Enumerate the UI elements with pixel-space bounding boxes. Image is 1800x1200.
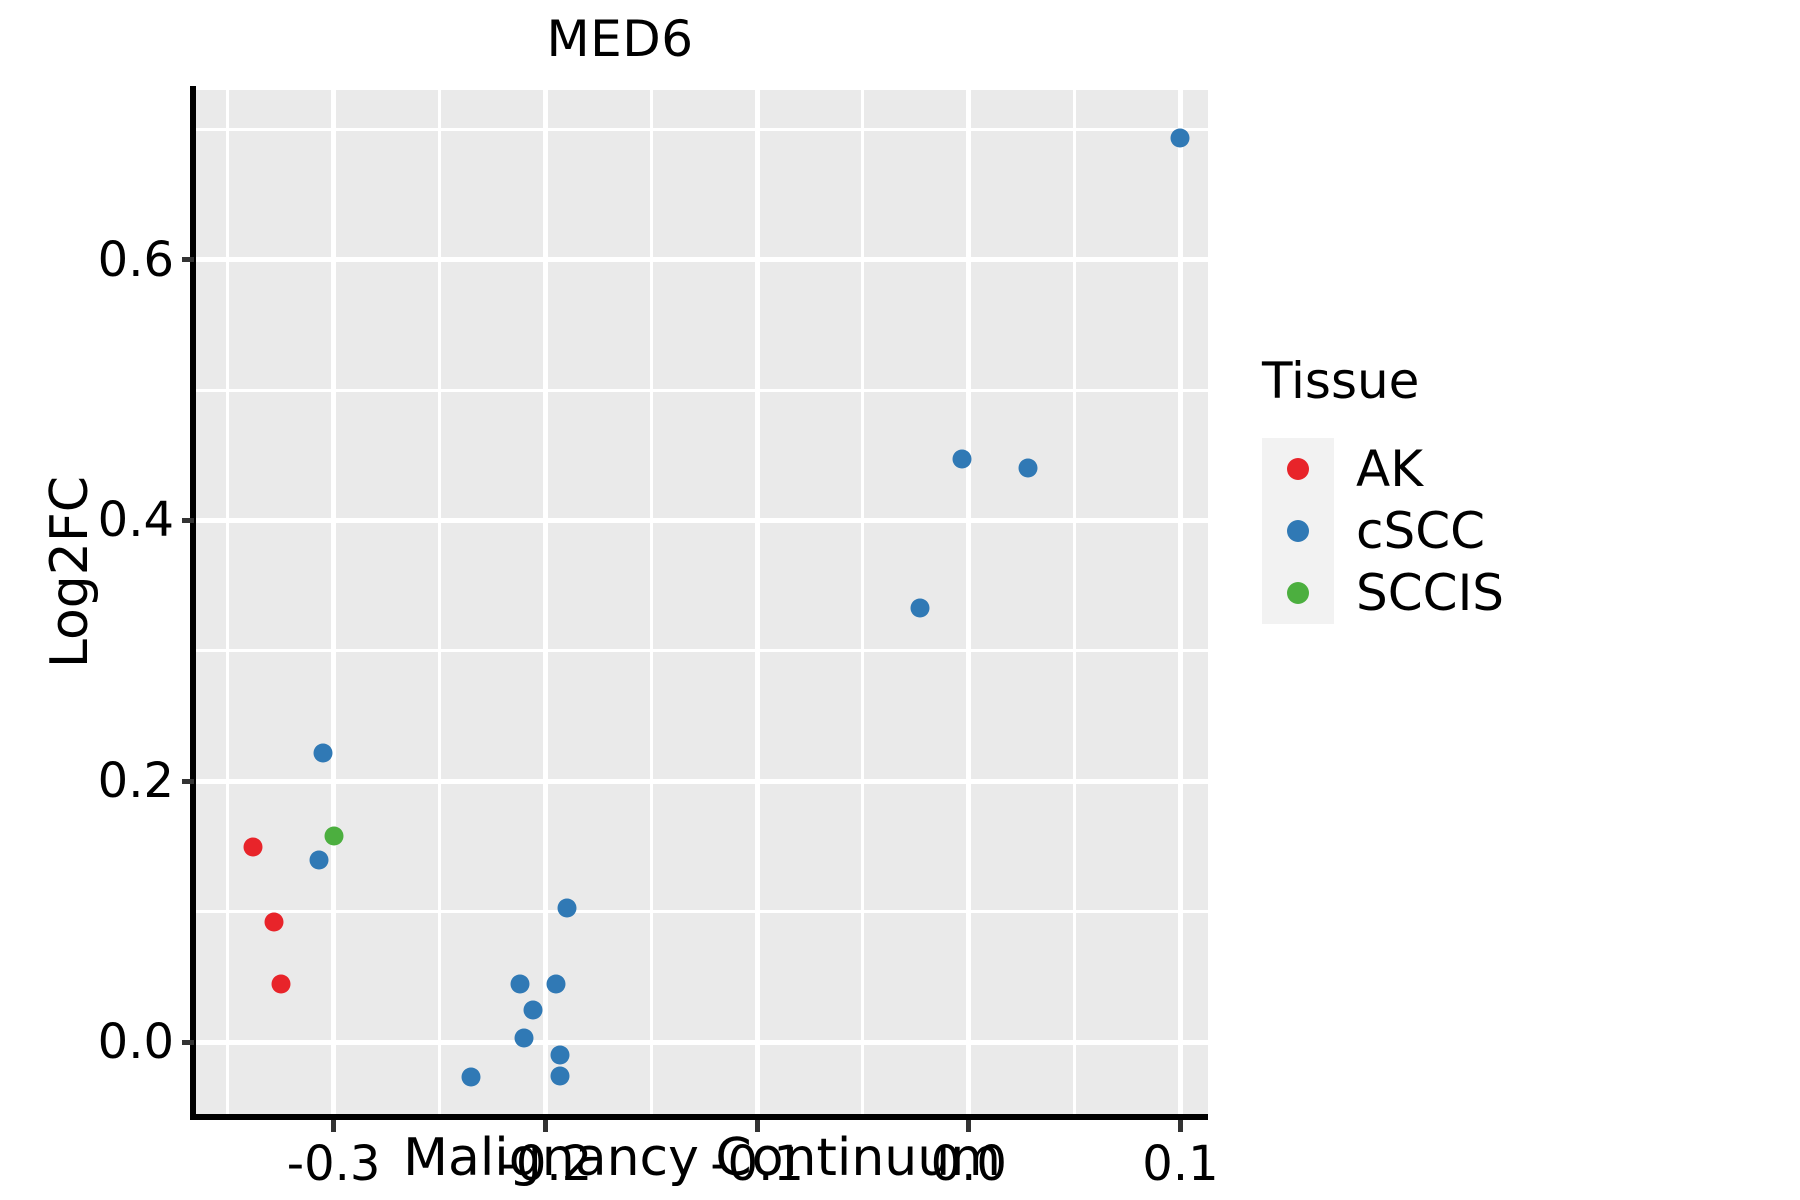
data-point	[550, 1066, 570, 1086]
x-tick-mark	[542, 1120, 548, 1132]
y-tick-label: 0.6	[97, 231, 174, 288]
gridline-major-horizontal	[196, 778, 1208, 784]
y-tick-mark	[182, 257, 194, 263]
gridline-minor-vertical	[437, 90, 441, 1114]
x-axis-title: Malignancy Continuum	[403, 1128, 1001, 1188]
x-tick-mark	[966, 1120, 972, 1132]
data-point	[309, 850, 329, 870]
y-tick-label: 0.0	[97, 1014, 174, 1071]
y-tick-mark	[182, 517, 194, 523]
legend-title: Tissue	[1262, 352, 1420, 410]
data-point	[510, 974, 530, 994]
data-point	[546, 974, 566, 994]
gridline-major-vertical	[1177, 90, 1183, 1114]
gridline-minor-horizontal	[196, 649, 1208, 653]
data-point	[1170, 128, 1190, 148]
data-point	[952, 449, 972, 469]
data-point	[264, 912, 284, 932]
legend-item-label: SCCIS	[1356, 564, 1505, 622]
legend-key-swatch	[1262, 438, 1334, 500]
x-tick-label: -0.3	[286, 1136, 381, 1192]
gridline-minor-vertical	[649, 90, 653, 1114]
legend-item-label: cSCC	[1356, 502, 1486, 560]
x-tick-label: 0.1	[1142, 1136, 1219, 1192]
data-point	[1018, 458, 1038, 478]
legend-dot-icon	[1287, 520, 1309, 542]
x-tick-label: -0.2	[498, 1136, 593, 1192]
gridline-major-vertical	[331, 90, 337, 1114]
legend-items: AK cSCC SCCIS	[1262, 438, 1692, 624]
y-axis-title: Log2FC	[40, 475, 100, 669]
y-tick-mark	[182, 778, 194, 784]
legend-item-ak[interactable]: AK	[1262, 438, 1692, 500]
legend-item-label: AK	[1356, 440, 1423, 498]
legend-dot-icon	[1287, 458, 1309, 480]
data-point	[243, 837, 263, 857]
x-axis-line	[190, 1114, 1208, 1120]
y-tick-mark	[182, 1039, 194, 1045]
page-title: MED6	[546, 10, 694, 68]
x-tick-mark	[331, 1120, 337, 1132]
data-point	[514, 1028, 534, 1048]
y-axis-line	[190, 86, 196, 1118]
gridline-major-horizontal	[196, 1039, 1208, 1045]
data-point	[324, 826, 344, 846]
data-point	[910, 598, 930, 618]
plot-panel-wrapper	[196, 90, 1208, 1114]
gridline-minor-vertical	[861, 90, 865, 1114]
plot-panel	[196, 90, 1208, 1114]
legend-item-cscc[interactable]: cSCC	[1262, 500, 1692, 562]
data-point	[523, 1000, 543, 1020]
legend: Tissue AK cSCC SCCIS	[1262, 352, 1692, 624]
legend-key-swatch	[1262, 500, 1334, 562]
data-point	[550, 1045, 570, 1065]
gridline-major-vertical	[754, 90, 760, 1114]
data-point	[557, 898, 576, 918]
gridline-major-horizontal	[196, 517, 1208, 523]
x-tick-mark	[754, 1120, 760, 1132]
y-tick-label: 0.2	[97, 753, 174, 810]
x-tick-mark	[1177, 1120, 1183, 1132]
gridline-major-vertical	[542, 90, 548, 1114]
legend-item-sccis[interactable]: SCCIS	[1262, 562, 1692, 624]
gridline-minor-vertical	[1073, 90, 1077, 1114]
gridline-minor-horizontal	[196, 388, 1208, 392]
legend-key-swatch	[1262, 562, 1334, 624]
gridline-minor-horizontal	[196, 910, 1208, 914]
x-tick-label: 0.0	[930, 1136, 1007, 1192]
gridline-minor-vertical	[226, 90, 230, 1114]
gridline-major-vertical	[966, 90, 972, 1114]
data-point	[313, 743, 333, 763]
x-tick-label: -0.1	[710, 1136, 804, 1192]
gridline-major-horizontal	[196, 257, 1208, 263]
gridline-minor-horizontal	[196, 127, 1208, 131]
data-point	[461, 1067, 481, 1087]
y-tick-label: 0.4	[97, 492, 174, 549]
data-point	[271, 974, 291, 994]
legend-dot-icon	[1287, 582, 1309, 604]
